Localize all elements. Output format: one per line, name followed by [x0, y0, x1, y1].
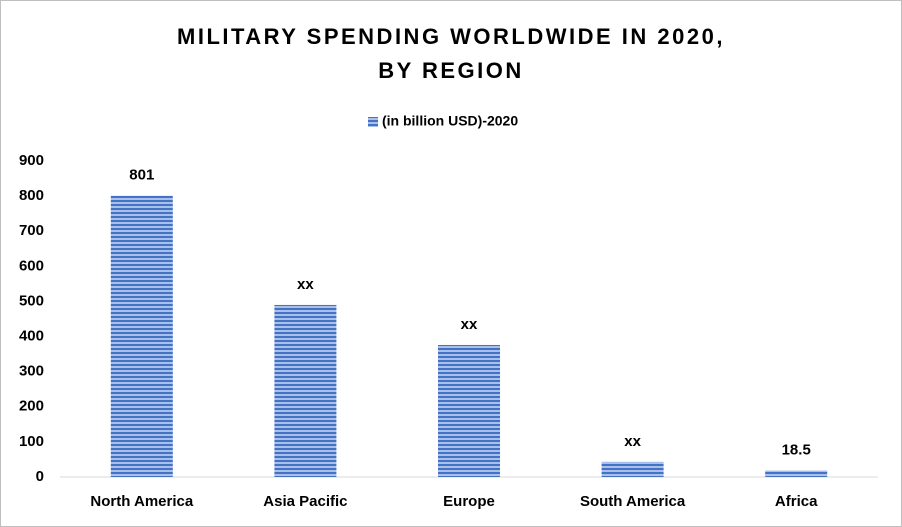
y-tick-label: 500 [19, 292, 44, 309]
chart-title: BY REGION [378, 58, 524, 83]
y-tick-label: 700 [19, 222, 44, 239]
value-label: 801 [129, 167, 154, 184]
legend-label: (in billion USD)-2020 [382, 113, 518, 129]
value-label: xx [297, 276, 314, 293]
x-tick-label: North America [90, 493, 193, 510]
x-tick-label: Africa [775, 493, 818, 510]
chart-title: MILITARY SPENDING WORLDWIDE IN 2020, [177, 24, 725, 49]
y-tick-label: 100 [19, 433, 44, 450]
y-tick-label: 600 [19, 257, 44, 274]
bar [438, 344, 500, 477]
x-tick-label: Europe [443, 493, 495, 510]
y-tick-label: 900 [19, 152, 44, 169]
y-tick-label: 0 [36, 468, 44, 485]
y-tick-label: 300 [19, 363, 44, 380]
legend-swatch [368, 117, 378, 127]
bar [601, 461, 664, 477]
value-label: xx [461, 316, 478, 333]
y-tick-label: 200 [19, 398, 44, 415]
value-label: xx [624, 433, 641, 450]
y-tick-label: 800 [19, 187, 44, 204]
y-tick-label: 400 [19, 328, 44, 345]
bar [274, 304, 337, 477]
x-tick-label: Asia Pacific [263, 493, 347, 510]
bar [765, 470, 828, 477]
x-tick-label: South America [580, 493, 686, 510]
bar [110, 195, 173, 477]
value-label: 18.5 [782, 441, 811, 458]
